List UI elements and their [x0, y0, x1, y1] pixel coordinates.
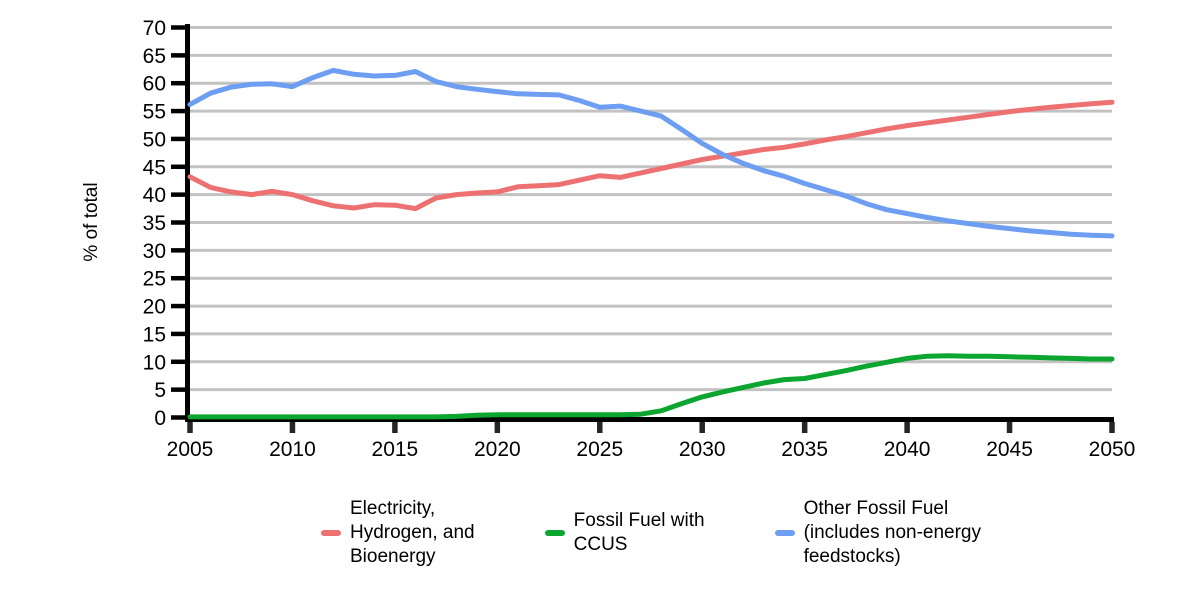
x-tick-label: 2015: [372, 438, 419, 461]
legend-label: Electricity, Hydrogen, and Bioenergy: [349, 498, 475, 567]
y-tick-label: 45: [143, 156, 166, 179]
series-line-other-fossil-fuel-includes-non-energy-feedstocks: [187, 67, 1115, 239]
legend-item: Fossil Fuel with CCUS: [544, 497, 705, 569]
y-tick-label: 35: [143, 212, 166, 235]
legend-swatch-icon: [320, 530, 341, 536]
legend-item: Electricity, Hydrogen, and Bioenergy: [320, 497, 475, 569]
y-tick-label: 10: [143, 351, 166, 374]
x-tick-label: 2040: [884, 438, 931, 461]
x-tick-label: 2030: [679, 438, 726, 461]
x-tick-label: 2010: [269, 438, 316, 461]
y-tick-label: 15: [143, 323, 166, 346]
x-tick-label: 2045: [986, 438, 1033, 461]
y-tick-label: 30: [143, 240, 166, 263]
x-tick-label: 2050: [1089, 438, 1136, 461]
y-tick-label: 55: [143, 101, 166, 124]
legend-swatch-icon: [544, 530, 565, 536]
legend-item: Other Fossil Fuel (includes non-energy f…: [774, 497, 982, 569]
y-tick-label: 25: [143, 268, 166, 291]
y-tick-label: 20: [143, 296, 166, 319]
x-tick-label: 2005: [167, 438, 214, 461]
y-tick-label: 40: [143, 184, 166, 207]
series-line-electricity-hydrogen-and-bioenergy: [187, 99, 1115, 212]
x-tick-label: 2020: [474, 438, 521, 461]
y-tick-label: 5: [154, 379, 166, 402]
series-line-fossil-fuel-with-ccus: [187, 353, 1115, 420]
x-tick-label: 2035: [781, 438, 828, 461]
y-tick-label: 70: [143, 17, 166, 40]
chart-svg: % of total 05101520253035404550556065702…: [81, 17, 1136, 461]
y-tick-label: 65: [143, 45, 166, 68]
legend-label: Fossil Fuel with CCUS: [573, 510, 705, 555]
x-tick-label: 2025: [576, 438, 623, 461]
chart-legend: Electricity, Hydrogen, and Bioenergy Fos…: [190, 497, 1112, 569]
y-axis-title: % of total: [81, 182, 102, 261]
y-tick-label: 0: [154, 407, 166, 430]
y-tick-label: 60: [143, 73, 166, 96]
y-tick-label: 50: [143, 128, 166, 151]
legend-label: Other Fossil Fuel (includes non-energy f…: [803, 498, 982, 567]
legend-swatch-icon: [774, 530, 795, 536]
